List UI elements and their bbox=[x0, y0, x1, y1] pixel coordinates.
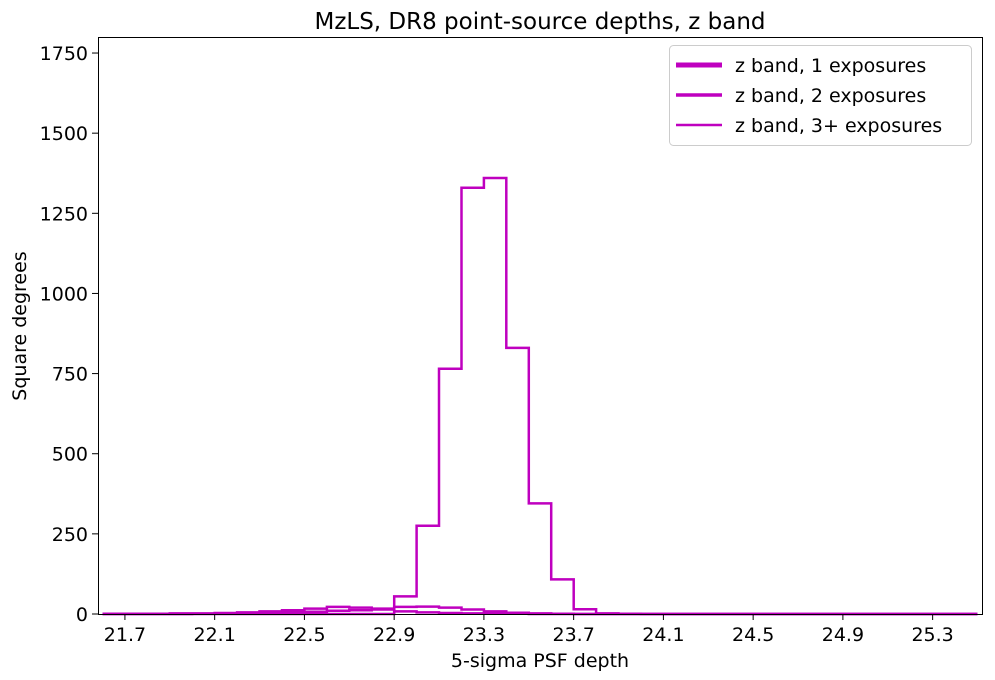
y-axis-label: Square degrees bbox=[9, 251, 31, 400]
y-tick-label: 750 bbox=[52, 364, 88, 386]
legend-box bbox=[669, 45, 972, 146]
y-axis: 0 250 500 750 1000 1250 1500 1750 bbox=[40, 43, 98, 626]
x-tick-label: 24.5 bbox=[732, 624, 774, 646]
x-tick-label: 22.5 bbox=[283, 624, 325, 646]
y-tick-label: 250 bbox=[52, 524, 88, 546]
legend-label-1: z band, 1 exposures bbox=[735, 55, 926, 77]
y-tick-label: 1000 bbox=[40, 283, 88, 305]
y-tick-label: 1500 bbox=[40, 123, 88, 145]
plot-frame bbox=[98, 37, 983, 615]
series-line-3 bbox=[102, 176, 978, 616]
x-axis: 21.7 22.1 22.5 22.9 23.3 23.7 24.1 24.5 24.9 25.3 bbox=[104, 614, 954, 646]
legend: z band, 1 exposures z band, 2 exposures z … bbox=[669, 45, 972, 146]
x-tick-label: 21.7 bbox=[104, 624, 146, 646]
y-tick-label: 0 bbox=[76, 604, 88, 626]
x-tick-label: 24.9 bbox=[822, 624, 864, 646]
y-tick-label: 1250 bbox=[40, 203, 88, 225]
chart-title: MzLS, DR8 point-source depths, z band bbox=[314, 9, 765, 35]
x-tick-label: 23.3 bbox=[463, 624, 505, 646]
x-tick-label: 24.1 bbox=[642, 624, 684, 646]
y-tick-label: 500 bbox=[52, 444, 88, 466]
x-tick-label: 22.1 bbox=[194, 624, 236, 646]
x-tick-label: 23.7 bbox=[552, 624, 594, 646]
y-tick-label: 1750 bbox=[40, 43, 88, 65]
plot-area bbox=[102, 176, 978, 616]
x-axis-label: 5-sigma PSF depth bbox=[451, 650, 629, 672]
legend-label-2: z band, 2 exposures bbox=[735, 85, 926, 107]
x-tick-label: 25.3 bbox=[911, 624, 953, 646]
legend-label-3: z band, 3+ exposures bbox=[735, 115, 942, 137]
x-tick-label: 22.9 bbox=[373, 624, 415, 646]
